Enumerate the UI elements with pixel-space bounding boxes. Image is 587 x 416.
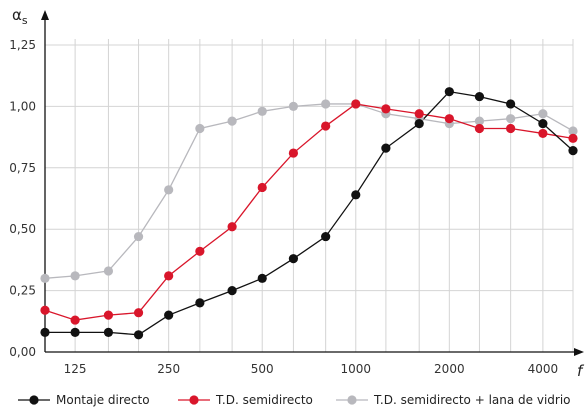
x-tick-label: 4000 bbox=[528, 362, 559, 376]
legend-swatch-marker bbox=[347, 395, 357, 405]
data-point bbox=[474, 116, 485, 126]
data-point bbox=[444, 114, 454, 124]
data-point bbox=[257, 106, 267, 116]
data-point bbox=[351, 99, 361, 109]
data-point bbox=[227, 116, 237, 126]
data-point bbox=[257, 182, 267, 193]
x-axis-title: f bbox=[577, 362, 585, 380]
data-point bbox=[40, 305, 50, 315]
y-axis-arrow bbox=[41, 10, 49, 20]
grid bbox=[44, 39, 574, 353]
data-point bbox=[103, 327, 114, 337]
x-tick-label: 500 bbox=[251, 362, 274, 376]
data-point bbox=[538, 118, 548, 129]
legend-label: T.D. semidirecto bbox=[215, 393, 313, 407]
data-point bbox=[133, 330, 144, 340]
series-lines bbox=[44, 90, 574, 336]
data-point bbox=[414, 118, 424, 129]
y-tick-label: 0,50 bbox=[9, 222, 36, 236]
data-point bbox=[506, 114, 516, 124]
data-point bbox=[70, 327, 80, 337]
y-axis-title: αs bbox=[12, 6, 28, 27]
data-point bbox=[288, 148, 299, 158]
data-point bbox=[381, 143, 391, 153]
data-point bbox=[227, 222, 237, 232]
series-points bbox=[40, 87, 578, 340]
data-point bbox=[444, 87, 454, 97]
data-point bbox=[538, 128, 548, 139]
data-point bbox=[321, 99, 331, 109]
data-point bbox=[538, 109, 548, 119]
y-tick-label: 0,00 bbox=[9, 345, 36, 359]
data-point bbox=[414, 109, 424, 119]
y-tick-label: 0,75 bbox=[9, 161, 36, 175]
data-point bbox=[321, 121, 331, 131]
data-point bbox=[164, 271, 174, 281]
data-point bbox=[70, 271, 80, 281]
data-point bbox=[568, 133, 578, 143]
data-point bbox=[195, 298, 205, 308]
data-point bbox=[506, 123, 516, 134]
data-point bbox=[288, 254, 299, 264]
data-point bbox=[70, 315, 80, 325]
data-point bbox=[195, 123, 205, 134]
legend-label: Montaje directo bbox=[56, 393, 150, 407]
x-tick-labels: 125 250 500 1000 2000 4000 bbox=[64, 362, 558, 376]
series-line bbox=[44, 103, 574, 279]
data-point bbox=[381, 104, 391, 114]
x-tick-label: 125 bbox=[64, 362, 87, 376]
data-point bbox=[227, 286, 237, 296]
data-point bbox=[257, 273, 267, 283]
y-tick-label: 1,25 bbox=[9, 38, 36, 52]
x-tick-label: 250 bbox=[157, 362, 180, 376]
data-point bbox=[133, 231, 144, 242]
data-point bbox=[568, 126, 578, 136]
data-point bbox=[568, 146, 578, 156]
axes bbox=[41, 10, 584, 356]
data-point bbox=[506, 99, 516, 109]
legend-label: T.D. semidirecto + lana de vidrio bbox=[373, 393, 571, 407]
x-tick-label: 2000 bbox=[434, 362, 465, 376]
data-point bbox=[474, 91, 485, 102]
x-axis-arrow bbox=[574, 348, 584, 356]
legend: Montaje directo T.D. semidirecto T.D. semi… bbox=[18, 393, 571, 407]
data-point bbox=[40, 327, 50, 337]
y-tick-label: 0,25 bbox=[9, 284, 36, 298]
y-tick-label: 1,00 bbox=[9, 99, 36, 113]
data-point bbox=[474, 123, 485, 134]
data-point bbox=[103, 310, 114, 320]
x-tick-label: 1000 bbox=[341, 362, 372, 376]
data-point bbox=[288, 101, 299, 111]
data-point bbox=[195, 246, 205, 256]
legend-swatch-marker bbox=[189, 395, 199, 405]
data-point bbox=[164, 310, 174, 320]
data-point bbox=[40, 273, 50, 283]
series-line bbox=[44, 103, 574, 321]
legend-swatch-marker bbox=[29, 395, 39, 405]
data-point bbox=[133, 308, 144, 318]
data-point bbox=[351, 190, 361, 200]
data-point bbox=[164, 185, 174, 195]
series-line bbox=[45, 90, 574, 336]
y-tick-labels: 0,00 0,25 0,50 0,75 1,00 1,25 bbox=[9, 38, 36, 359]
data-point bbox=[321, 231, 331, 242]
data-point bbox=[103, 266, 114, 276]
